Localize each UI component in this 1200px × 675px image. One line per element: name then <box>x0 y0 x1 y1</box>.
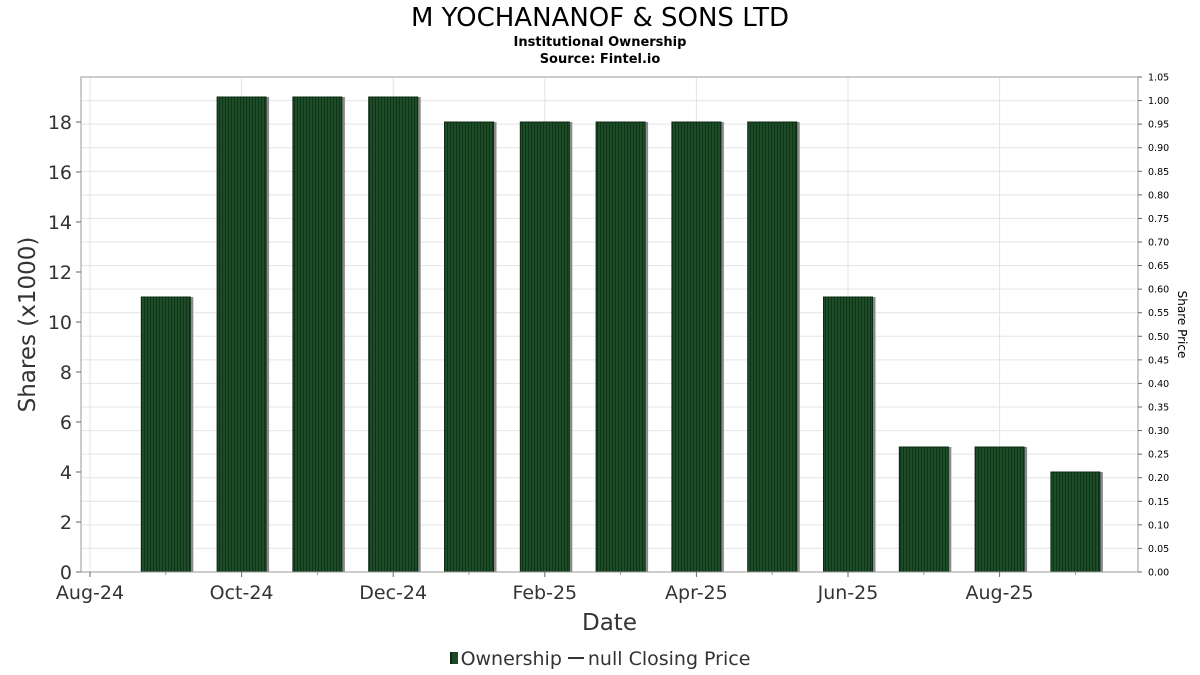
y-tick-label: 6 <box>60 412 72 434</box>
ownership-bar <box>140 296 191 573</box>
y-tick-label: 12 <box>48 262 72 284</box>
chart-subtitle: Institutional Ownership <box>513 35 687 50</box>
ownership-bar <box>216 96 267 573</box>
x-tick-label: Aug-25 <box>966 582 1034 604</box>
y2-tick-label: 0.95 <box>1148 120 1169 131</box>
y2-tick-label: 0.65 <box>1148 261 1169 272</box>
y-tick-label: 10 <box>48 312 72 334</box>
y2-axis-label: Share Price <box>1175 291 1189 359</box>
ownership-bar <box>1050 471 1101 573</box>
legend: Ownership null Closing Price <box>0 647 1200 671</box>
x-tick-label: Jun-25 <box>817 582 879 604</box>
y2-tick-label: 0.75 <box>1148 214 1169 225</box>
ownership-bar <box>898 446 949 573</box>
x-tick-label: Feb-25 <box>512 582 577 604</box>
y2-tick-label: 0.10 <box>1148 520 1169 531</box>
ownership-bar <box>823 296 873 573</box>
chart-title: M YOCHANANOF & SONS LTD <box>410 3 789 33</box>
y-tick-label: 2 <box>60 512 72 534</box>
chart-source: Source: Fintel.io <box>539 52 661 67</box>
y2-tick-label: 0.70 <box>1148 238 1169 249</box>
legend-closing-price: null Closing Price <box>587 648 751 670</box>
ownership-bar <box>595 121 646 573</box>
y2-tick-label: 0.00 <box>1148 568 1169 579</box>
x-tick-label: Dec-24 <box>359 582 427 604</box>
y2-tick-label: 0.20 <box>1148 473 1169 484</box>
ownership-bar <box>519 121 570 573</box>
y2-tick-label: 0.15 <box>1148 497 1169 508</box>
ownership-bar <box>671 121 722 573</box>
x-tick-label: Oct-24 <box>210 582 274 604</box>
y2-tick-label: 0.40 <box>1148 379 1169 390</box>
ownership-bar <box>368 96 419 573</box>
y-axis-label: Shares (x1000) <box>15 237 41 413</box>
y-tick-label: 18 <box>48 112 72 134</box>
y2-tick-label: 0.25 <box>1148 450 1169 461</box>
y-tick-label: 8 <box>60 362 72 384</box>
y2-tick-label: 0.45 <box>1148 355 1169 366</box>
y2-tick-label: 0.05 <box>1148 544 1169 555</box>
y-tick-label: 4 <box>60 462 72 484</box>
plot-border <box>80 76 1139 573</box>
y-tick-label: 16 <box>48 162 72 184</box>
y-tick-label: 0 <box>60 562 72 584</box>
y2-tick-label: 0.85 <box>1148 167 1169 178</box>
y2-tick-label: 0.90 <box>1148 143 1169 154</box>
ownership-bar <box>974 446 1025 573</box>
closing-price-legend-line <box>567 657 584 659</box>
y2-tick-label: 0.35 <box>1148 403 1169 414</box>
x-tick-label: Apr-25 <box>665 582 728 604</box>
x-axis-label: Date <box>582 610 637 636</box>
ownership-legend-swatch <box>449 652 458 664</box>
ownership-bar <box>747 121 798 573</box>
y2-tick-label: 0.80 <box>1148 190 1169 201</box>
x-tick-label: Aug-24 <box>56 582 124 604</box>
y2-tick-label: 0.55 <box>1148 308 1169 319</box>
ownership-bar <box>444 121 494 573</box>
y2-tick-label: 0.30 <box>1148 426 1169 437</box>
y-tick-label: 14 <box>48 212 72 234</box>
ownership-bar <box>292 96 343 573</box>
y2-tick-label: 1.00 <box>1148 96 1169 107</box>
legend-ownership: Ownership <box>460 648 562 670</box>
y2-tick-label: 0.60 <box>1148 285 1169 296</box>
y2-tick-label: 0.50 <box>1148 332 1169 343</box>
y2-tick-label: 1.05 <box>1148 73 1169 84</box>
